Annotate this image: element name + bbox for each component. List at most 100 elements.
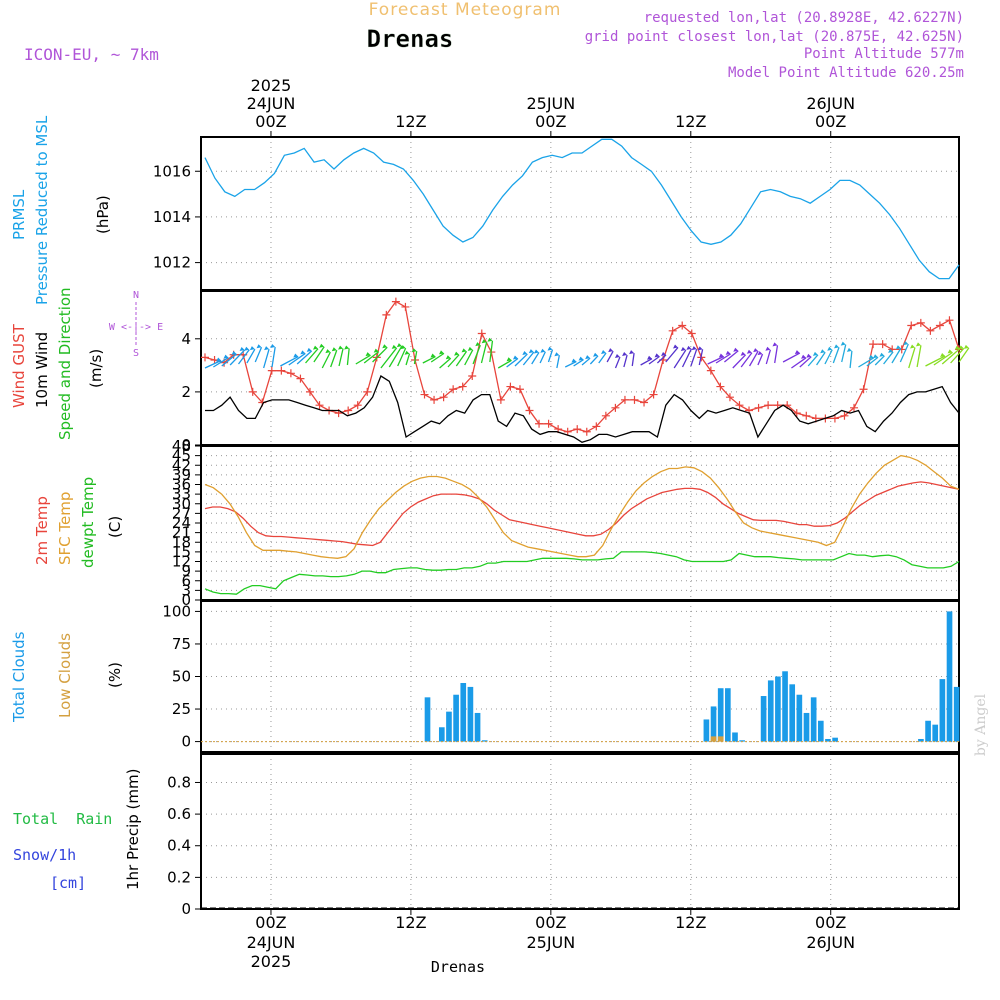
wind-arrowhead (547, 346, 553, 351)
wind-arrowhead (661, 351, 667, 356)
bar-total-clouds (438, 727, 445, 742)
model-altitude: Model Point Altitude 620.25m (728, 65, 964, 81)
wind-arrow (497, 359, 512, 369)
bottom-date-label: 24JUN (247, 933, 296, 952)
wind-arrowhead (958, 345, 964, 350)
wind-arrow (640, 358, 653, 366)
wind-arrowhead (680, 347, 686, 352)
series-sfc-temp (204, 454, 960, 559)
compass-s: S (133, 348, 139, 359)
gust-marker (773, 401, 782, 410)
wind-labels: Wind GUST 10m Wind Speed and Direction (… (10, 287, 163, 440)
bar-total-clouds (775, 676, 781, 742)
sfc-temp-label: SFC Temp (56, 492, 74, 565)
gust-marker (687, 329, 696, 338)
credit-label: by Angel (973, 693, 989, 756)
panel-frame (200, 290, 960, 446)
wind-arrowhead (812, 351, 818, 356)
wind-arrowhead (834, 344, 840, 349)
bar-total-clouds (817, 720, 824, 742)
y-tick-label: 0.4 (167, 837, 191, 855)
wind-arrow (832, 347, 840, 364)
wind-arrow (489, 340, 494, 363)
bottom-hour-label: 00Z (815, 913, 846, 932)
wind-arrowhead (312, 345, 318, 350)
gust-marker (248, 387, 257, 396)
wind-arrowhead (223, 354, 229, 359)
wind-arrowhead (647, 355, 653, 360)
wind-arrow (950, 347, 965, 364)
wind-arrow (656, 354, 667, 364)
wind-arrow (690, 348, 698, 367)
wind-arrow (715, 353, 731, 364)
wind-arrowhead (512, 355, 518, 360)
wind-arrow (606, 350, 614, 363)
wind-arrow (321, 351, 331, 369)
wind-arrow (430, 352, 445, 363)
wind-arrow (732, 354, 747, 369)
y-tick-label: 21 (172, 524, 191, 542)
wind-arrow (405, 353, 411, 366)
y-tick-label: 1014 (153, 208, 191, 226)
bar-total-clouds (832, 737, 838, 742)
wind-arrowhead (365, 352, 371, 357)
wind-arrowhead (963, 344, 969, 349)
wind-arrow (665, 347, 679, 363)
series-dewpt-temp (204, 551, 960, 595)
wind-arrowhead (256, 344, 262, 349)
bar-total-clouds (946, 611, 953, 742)
prmsl-label: PRMSL (10, 189, 28, 240)
wind-arrowhead (475, 342, 481, 347)
wind-arrowhead (264, 346, 270, 351)
wind-arrowhead (338, 345, 344, 350)
y-tick-label: 0.2 (167, 868, 191, 886)
bottom-hour-label: 00Z (535, 913, 566, 932)
gust-marker (926, 326, 935, 335)
y-tick-label: 2 (181, 383, 191, 401)
gust-marker (430, 395, 439, 404)
wind-arrowhead (746, 349, 752, 354)
wind-arrowhead (614, 354, 620, 359)
gust-marker (267, 366, 276, 375)
y-tick-label: 0.6 (167, 805, 191, 823)
panel-frame (200, 445, 960, 601)
bar-total-clouds (782, 671, 788, 742)
precip-unit: 1hr Precip (mm) (124, 769, 142, 890)
y-tick-label: 15 (172, 543, 191, 561)
wind-arrowhead (216, 357, 222, 362)
top-hour-label: 00Z (815, 112, 846, 131)
y-tick-label: 39 (172, 466, 191, 484)
compass-n: N (133, 290, 139, 301)
gust-marker (563, 427, 572, 436)
wind-arrowhead (940, 353, 946, 358)
y-tick-label: 18 (172, 533, 191, 551)
gust-marker (201, 353, 209, 362)
temp2m-label: 2m Temp (33, 496, 51, 565)
gust-marker (401, 302, 410, 311)
gust-marker (802, 411, 811, 420)
top-hour-label: 12Z (395, 112, 426, 131)
wind-arrow (782, 352, 801, 363)
wind-arrowhead (772, 342, 778, 347)
panel-1: 0 2 4 (181, 290, 963, 454)
y-tick-label: 3 (181, 581, 191, 599)
wind-arrowhead (879, 352, 885, 357)
bar-total-clouds (739, 740, 745, 742)
wind-arrow (263, 348, 270, 369)
plot-area: 1012101410160240369121518212427303336394… (153, 136, 970, 918)
wind-arrowhead (947, 349, 953, 354)
wind-arrow (941, 348, 961, 365)
wind-arrow (740, 352, 753, 368)
panel-frame (200, 136, 960, 291)
wind-arrowhead (895, 345, 901, 350)
wind-arrow (539, 351, 546, 364)
wind-arrow (908, 347, 916, 369)
wind-arrow (388, 345, 403, 368)
wind-arrowhead (554, 352, 560, 357)
forecast-title: Forecast Meteogram (369, 0, 562, 20)
wind-arrowhead (846, 347, 852, 352)
wind-arrow (422, 355, 436, 364)
wind-arrowhead (533, 349, 539, 354)
gust-label: Wind GUST (10, 323, 28, 408)
bottom-date-label: 25JUN (526, 933, 575, 952)
